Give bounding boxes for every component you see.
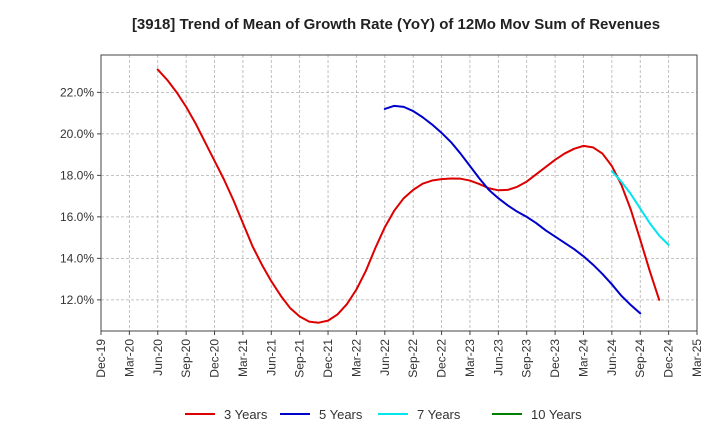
y-tick-label: 16.0%: [60, 210, 94, 224]
x-tick-label: Dec-22: [435, 339, 449, 378]
y-tick-label: 20.0%: [60, 127, 94, 141]
series-line-3-years: [156, 68, 661, 324]
x-tick-label: Jun-23: [491, 339, 505, 376]
x-tick-label: Mar-23: [463, 339, 477, 377]
x-tick-label: Mar-25: [690, 339, 704, 377]
plot-frame: [100, 54, 698, 332]
x-tick-label: Dec-19: [94, 339, 108, 378]
series-line-5-years: [383, 104, 642, 315]
x-axis: Dec-19 Mar-20 Jun-20 Sep-20 Dec-20 Mar-21 Jun-…: [94, 331, 704, 378]
x-tick-label: Dec-23: [548, 339, 562, 378]
x-tick-label: Dec-24: [662, 339, 676, 378]
series-layer: [156, 68, 670, 324]
x-tick-label: Sep-23: [520, 339, 534, 378]
series-line-7-years: [610, 170, 670, 246]
y-tick-label: 14.0%: [60, 251, 94, 265]
x-tick-label: Mar-24: [576, 339, 590, 377]
y-tick-label: 12.0%: [60, 293, 94, 307]
x-tick-label: Sep-22: [406, 339, 420, 378]
legend-label: 10 Years: [531, 407, 582, 422]
x-tick-label: Jun-21: [264, 339, 278, 376]
x-tick-label: Dec-20: [208, 339, 222, 378]
x-tick-label: Mar-21: [236, 339, 250, 377]
x-tick-label: Mar-22: [349, 339, 363, 377]
x-tick-label: Jun-22: [378, 339, 392, 376]
legend-label: 7 Years: [417, 407, 461, 422]
x-tick-label: Mar-20: [122, 339, 136, 377]
y-tick-label: 18.0%: [60, 168, 94, 182]
y-tick-label: 22.0%: [60, 85, 94, 99]
legend-label: 3 Years: [224, 407, 268, 422]
x-tick-label: Sep-21: [293, 339, 307, 378]
x-tick-label: Jun-20: [151, 339, 165, 376]
x-tick-label: Dec-21: [321, 339, 335, 378]
x-tick-label: Sep-20: [179, 339, 193, 378]
grid-layer: [101, 55, 697, 331]
x-tick-label: Jun-24: [605, 339, 619, 376]
y-axis: 12.0% 14.0% 16.0% 18.0% 20.0% 22.0%: [60, 85, 101, 307]
chart-title: [3918] Trend of Mean of Growth Rate (YoY…: [132, 16, 660, 33]
x-tick-label: Sep-24: [633, 339, 647, 378]
legend-label: 5 Years: [319, 407, 363, 422]
legend: 3 Years 5 Years 7 Years 10 Years: [185, 407, 582, 422]
